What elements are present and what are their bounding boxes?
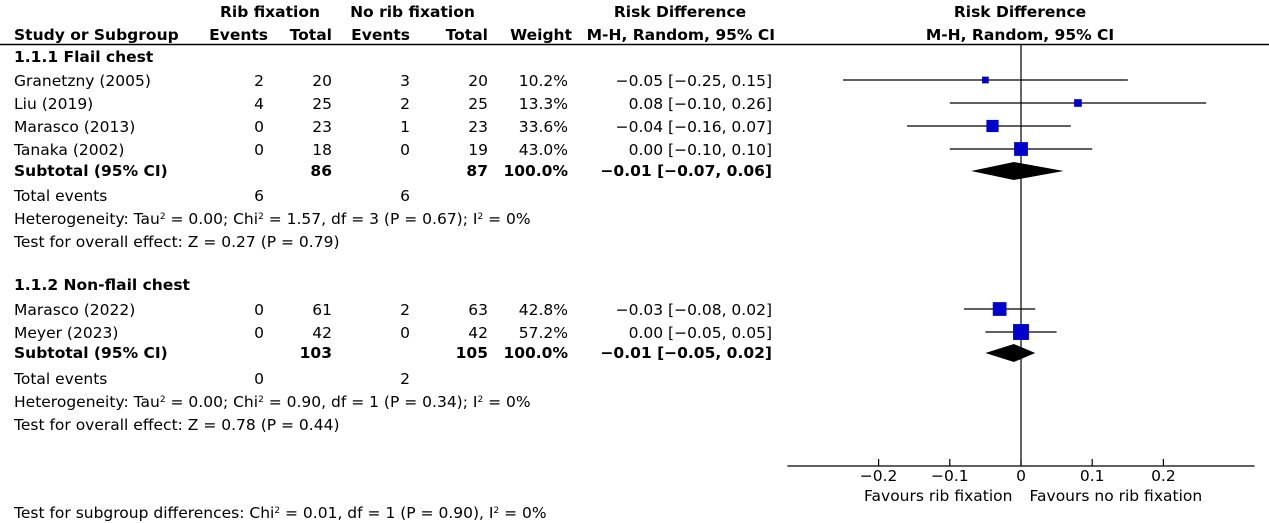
events1-header: Events — [209, 26, 268, 44]
effect-square — [982, 76, 989, 84]
study-name: Granetzny (2005) — [14, 72, 151, 90]
study-column-header: Study or Subgroup — [14, 26, 179, 44]
subtotal-total2: 87 — [466, 162, 488, 180]
events1-cell: 0 — [254, 301, 264, 319]
total2-cell: 19 — [468, 141, 488, 159]
effect-square — [986, 119, 999, 133]
total1-cell: 23 — [312, 118, 332, 136]
subtotal-total2: 105 — [455, 344, 488, 362]
subtotal-ci: −0.01 [−0.05, 0.02] — [600, 344, 772, 362]
group1-header: Rib fixation — [219, 3, 321, 21]
study-name: Tanaka (2002) — [14, 141, 125, 159]
heterogeneity-text: Heterogeneity: Tau2 = 0.00; Chi2 = 1.57,… — [14, 210, 531, 228]
x-tick-label: 0.1 — [1080, 467, 1105, 485]
events2-header: Events — [351, 26, 410, 44]
overall-effect-text: Test for overall effect: Z = 0.27 (P = 0… — [14, 233, 340, 251]
effect-square — [1074, 99, 1082, 107]
study-name: Marasco (2022) — [14, 301, 136, 319]
events1-cell: 4 — [254, 95, 264, 113]
heterogeneity-text: Heterogeneity: Tau2 = 0.00; Chi2 = 0.90,… — [14, 393, 531, 411]
total2-header: Total — [445, 26, 488, 44]
total-events1: 0 — [254, 370, 264, 388]
events2-cell: 0 — [400, 141, 410, 159]
events2-cell: 2 — [400, 301, 410, 319]
total2-cell: 25 — [468, 95, 488, 113]
weight-header: Weight — [510, 26, 572, 44]
weight-cell: 43.0% — [518, 141, 568, 159]
events2-cell: 0 — [400, 324, 410, 342]
subtotal-ci: −0.01 [−0.07, 0.06] — [600, 162, 772, 180]
weight-cell: 57.2% — [518, 324, 568, 342]
total-events2: 6 — [400, 187, 410, 205]
x-tick-label: 0.2 — [1151, 467, 1176, 485]
events1-cell: 0 — [254, 324, 264, 342]
summary-diamond — [985, 344, 1036, 362]
ci-cell: −0.04 [−0.16, 0.07] — [615, 118, 772, 136]
ci-cell: 0.08 [−0.10, 0.26] — [628, 95, 772, 113]
subgroup-2-title: 1.1.2 Non-flail chest — [14, 276, 190, 294]
events2-cell: 1 — [400, 118, 410, 136]
plot-title-header: Risk Difference — [953, 3, 1087, 21]
favours-left-label: Favours rib fixation — [864, 487, 1012, 505]
events1-cell: 0 — [254, 118, 264, 136]
total-events-label: Total events — [14, 370, 108, 388]
summary-diamond — [971, 162, 1064, 180]
effect-square — [992, 302, 1007, 316]
favours-right-label: Favours no rib fixation — [1030, 487, 1203, 505]
total-events1: 6 — [254, 187, 264, 205]
subgroup-1-title: 1.1.1 Flail chest — [14, 48, 154, 66]
total-events2: 2 — [400, 370, 410, 388]
total-events-label: Total events — [14, 187, 108, 205]
events1-cell: 2 — [254, 72, 264, 90]
subtotal-label: Subtotal (95% CI) — [14, 344, 168, 362]
weight-cell: 33.6% — [518, 118, 568, 136]
group2-header: No rib fixation — [350, 3, 475, 21]
total2-cell: 42 — [468, 324, 488, 342]
ci-cell: −0.03 [−0.08, 0.02] — [615, 301, 772, 319]
subtotal-total1: 103 — [299, 344, 332, 362]
total1-cell: 61 — [312, 301, 332, 319]
ci-cell: 0.00 [−0.10, 0.10] — [628, 141, 772, 159]
total2-cell: 20 — [468, 72, 488, 90]
weight-cell: 10.2% — [518, 72, 568, 90]
subtotal-weight: 100.0% — [503, 344, 568, 362]
events2-cell: 2 — [400, 95, 410, 113]
effect-square — [1014, 142, 1028, 156]
overall-effect-text: Test for overall effect: Z = 0.78 (P = 0… — [14, 416, 340, 434]
weight-cell: 42.8% — [518, 301, 568, 319]
subtotal-weight: 100.0% — [503, 162, 568, 180]
total2-cell: 63 — [468, 301, 488, 319]
ci-cell: −0.05 [−0.25, 0.15] — [615, 72, 772, 90]
study-name: Meyer (2023) — [14, 324, 119, 342]
effect-square — [1013, 324, 1029, 340]
x-tick-label: 0 — [1016, 467, 1026, 485]
subgroup-differences-text: Test for subgroup differences: Chi2 = 0.… — [14, 504, 547, 522]
total1-cell: 42 — [312, 324, 332, 342]
total1-cell: 25 — [312, 95, 332, 113]
subtotal-total1: 86 — [310, 162, 332, 180]
weight-cell: 13.3% — [518, 95, 568, 113]
subtotal-label: Subtotal (95% CI) — [14, 162, 168, 180]
total1-header: Total — [289, 26, 332, 44]
plot-method-header: M-H, Random, 95% CI — [925, 26, 1115, 44]
total1-cell: 20 — [312, 72, 332, 90]
effect-title-header: Risk Difference — [613, 3, 747, 21]
effect-method-header: M-H, Random, 95% CI — [586, 26, 775, 44]
total2-cell: 23 — [468, 118, 488, 136]
events1-cell: 0 — [254, 141, 264, 159]
x-tick-label: −0.1 — [931, 467, 969, 485]
events2-cell: 3 — [400, 72, 410, 90]
total1-cell: 18 — [312, 141, 332, 159]
ci-cell: 0.00 [−0.05, 0.05] — [628, 324, 772, 342]
x-tick-label: −0.2 — [860, 467, 898, 485]
study-name: Liu (2019) — [14, 95, 94, 113]
study-name: Marasco (2013) — [14, 118, 136, 136]
